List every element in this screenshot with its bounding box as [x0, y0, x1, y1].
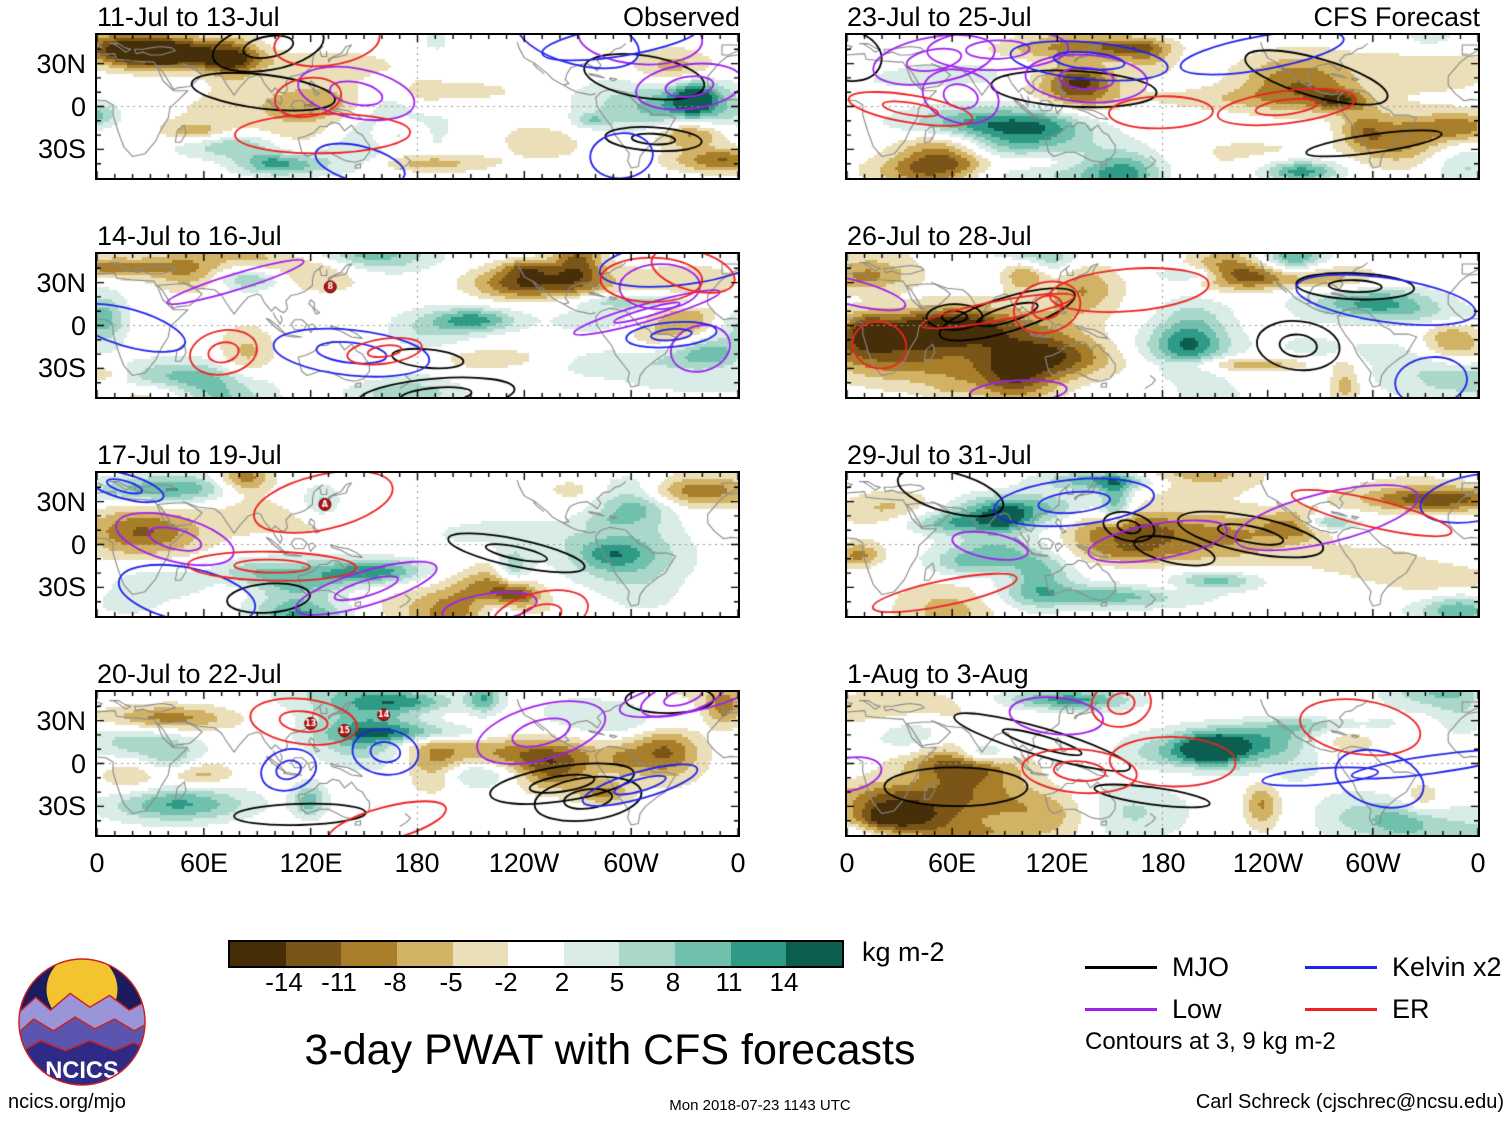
map-canvas	[97, 35, 738, 178]
panel-20jul-22jul: 20-Jul to 22-Jul	[95, 659, 740, 837]
map-area	[95, 471, 740, 618]
lon-label: 180	[1140, 848, 1186, 878]
colorbar-tick: 5	[609, 967, 625, 997]
colorbar-tick: -2	[494, 967, 518, 997]
legend-contour-note: Contours at 3, 9 kg m-2	[1085, 1028, 1336, 1055]
panel-11jul-13jul: 11-Jul to 13-Jul Observed	[95, 2, 740, 180]
footer-url: ncics.org/mjo	[8, 1091, 126, 1113]
lat-label-30n: 30N	[36, 268, 86, 298]
map-area	[95, 690, 740, 837]
footer-credit: Carl Schreck (cjschrec@ncsu.edu)	[1195, 1091, 1504, 1113]
colorbar-segment	[396, 942, 453, 966]
lat-label-30n: 30N	[36, 487, 86, 517]
map-canvas	[847, 473, 1478, 616]
colorbar-tick: 14	[769, 967, 799, 997]
panel-title: 1-Aug to 3-Aug	[847, 659, 1029, 689]
lon-label: 60W	[1345, 848, 1401, 878]
colorbar-segment	[285, 942, 342, 966]
panel-title: 26-Jul to 28-Jul	[847, 221, 1032, 251]
lon-label: 60E	[927, 848, 977, 878]
lat-label-30s: 30S	[37, 572, 86, 602]
legend-label-low: Low	[1172, 994, 1222, 1024]
colorbar-segment	[508, 942, 564, 966]
lon-label: 120W	[1232, 848, 1304, 878]
map-canvas	[97, 692, 738, 835]
lon-label: 60W	[603, 848, 659, 878]
figure-title: 3-day PWAT with CFS forecasts	[304, 1026, 916, 1074]
panel-26jul-28jul: 26-Jul to 28-Jul	[845, 221, 1480, 399]
colorbar-tick: -8	[383, 967, 407, 997]
lon-label: 0	[730, 848, 746, 878]
lat-label-30s: 30S	[37, 353, 86, 383]
lon-label: 0	[1470, 848, 1486, 878]
colorbar-segment	[452, 942, 509, 966]
colorbar-tick: 11	[715, 967, 743, 997]
lon-label: 120E	[279, 848, 343, 878]
lat-label-30n: 30N	[36, 49, 86, 79]
lon-label: 120W	[488, 848, 560, 878]
legend-line-er	[1305, 1008, 1377, 1011]
panel-corner-label: Observed	[622, 2, 740, 32]
colorbar-tick: -11	[321, 967, 357, 997]
lat-label-eq: 0	[70, 311, 86, 341]
colorbar-segment	[730, 942, 787, 966]
colorbar-unit-label: kg m-2	[862, 937, 945, 967]
colorbar-segment	[563, 942, 620, 966]
panel-23jul-25jul: 23-Jul to 25-Jul CFS Forecast	[845, 2, 1480, 180]
lat-label-30n: 30N	[36, 706, 86, 736]
colorbar	[228, 940, 844, 968]
map-canvas	[97, 473, 738, 616]
legend-label-er: ER	[1392, 994, 1430, 1024]
map-canvas	[847, 692, 1478, 835]
legend-line-mjo	[1085, 966, 1157, 969]
colorbar-tick: 8	[665, 967, 681, 997]
colorbar-segment	[675, 942, 731, 966]
map-canvas	[847, 35, 1478, 178]
map-area	[845, 690, 1480, 837]
logo-ring	[18, 958, 146, 1086]
map-area	[95, 252, 740, 399]
panel-title: 17-Jul to 19-Jul	[97, 440, 282, 470]
lat-label-eq: 0	[70, 530, 86, 560]
panel-title: 20-Jul to 22-Jul	[97, 659, 282, 689]
panel-29jul-31jul: 29-Jul to 31-Jul	[845, 440, 1480, 618]
map-area	[845, 33, 1480, 180]
lon-label: 0	[89, 848, 105, 878]
colorbar-segment	[619, 942, 676, 966]
colorbar-tick: 2	[554, 967, 570, 997]
panel-title: 29-Jul to 31-Jul	[847, 440, 1032, 470]
legend-label-mjo: MJO	[1172, 952, 1229, 982]
lat-label-30s: 30S	[37, 791, 86, 821]
map-area	[95, 33, 740, 180]
colorbar-segment	[786, 942, 843, 966]
map-canvas	[847, 254, 1478, 397]
panel-title: 11-Jul to 13-Jul	[97, 2, 280, 32]
legend-label-kelvin: Kelvin x2	[1392, 952, 1502, 982]
colorbar-tick: -14	[265, 967, 303, 997]
panel-14jul-16jul: 14-Jul to 16-Jul	[95, 221, 740, 399]
panel-title: 14-Jul to 16-Jul	[97, 221, 282, 251]
lon-label: 180	[394, 848, 440, 878]
panel-1aug-3aug: 1-Aug to 3-Aug	[845, 659, 1480, 837]
lat-label-30s: 30S	[37, 134, 86, 164]
lon-label: 120E	[1025, 848, 1089, 878]
lat-label-eq: 0	[70, 92, 86, 122]
panel-17jul-19jul: 17-Jul to 19-Jul	[95, 440, 740, 618]
lon-label: 60E	[179, 848, 229, 878]
lon-label: 0	[839, 848, 855, 878]
map-canvas	[97, 254, 738, 397]
legend-line-kelvin	[1305, 966, 1377, 969]
ncics-logo: NCICS	[18, 958, 146, 1086]
colorbar-tick: -5	[439, 967, 463, 997]
map-area	[845, 252, 1480, 399]
map-area	[845, 471, 1480, 618]
panel-corner-label: CFS Forecast	[1313, 2, 1480, 32]
footer-timestamp: Mon 2018-07-23 1143 UTC	[669, 1097, 851, 1114]
lat-label-eq: 0	[70, 749, 86, 779]
colorbar-segment	[341, 942, 397, 966]
panel-title: 23-Jul to 25-Jul	[847, 2, 1032, 32]
legend-line-low	[1085, 1008, 1157, 1011]
colorbar-segment	[230, 942, 286, 966]
